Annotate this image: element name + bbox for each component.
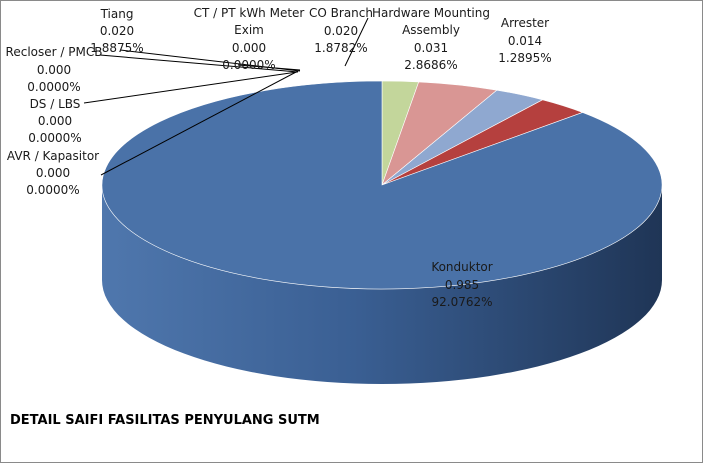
chart-title: DETAIL SAIFI FASILITAS PENYULANG SUTM	[10, 413, 320, 428]
data-label-ct-pt-kwh-meter-exim: CT / PT kWh Meter Exim 0.000 0.0000%	[194, 6, 305, 72]
data-label-recloser-pmcb: Recloser / PMCB 0.000 0.0000%	[6, 45, 103, 94]
label-value: 0.985	[445, 278, 479, 292]
data-label-arrester: Arrester 0.014 1.2895%	[498, 16, 551, 65]
data-label-avr-kapasitor: AVR / Kapasitor 0.000 0.0000%	[7, 149, 99, 197]
label-name: Arrester	[501, 16, 549, 30]
label-value: 0.020	[100, 24, 134, 38]
label-percent: 0.0000%	[26, 183, 79, 197]
label-name-line1: CT / PT kWh Meter	[194, 6, 305, 20]
data-label-ds-lbs: DS / LBS 0.000 0.0000%	[28, 97, 81, 145]
label-value: 0.000	[36, 166, 70, 180]
label-percent: 0.0000%	[27, 80, 80, 94]
pie-top	[101, 80, 663, 290]
label-name: AVR / Kapasitor	[7, 149, 99, 163]
label-name-line2: Assembly	[402, 23, 460, 37]
data-label-konduktor: Konduktor 0.985 92.0762%	[431, 260, 492, 309]
label-name-line2: Exim	[234, 23, 264, 37]
leader-line-recloser-pmcb	[99, 54, 299, 73]
label-value: 0.020	[324, 24, 358, 38]
pie-slice-konduktor	[101, 80, 663, 290]
data-label-co-branch: CO Branch 0.020 1.8782%	[309, 6, 373, 55]
label-value: 0.000	[38, 114, 72, 128]
label-name: Tiang	[100, 7, 134, 21]
label-percent: 1.8875%	[90, 41, 143, 55]
pie-side-band	[102, 185, 662, 384]
label-percent: 92.0762%	[431, 295, 492, 309]
label-value: 0.031	[414, 41, 448, 55]
data-label-hardware-mounting-assembly: Hardware Mounting Assembly 0.031 2.8686%	[372, 6, 490, 72]
label-value: 0.014	[508, 34, 542, 48]
label-name-line1: Hardware Mounting	[372, 6, 490, 20]
leader-line-ds-lbs	[83, 71, 298, 104]
label-percent: 1.8782%	[314, 41, 367, 55]
label-percent: 0.0000%	[28, 131, 81, 145]
label-name: Recloser / PMCB	[6, 45, 103, 59]
label-percent: 1.2895%	[498, 51, 551, 65]
data-label-tiang: Tiang 0.020 1.8875%	[90, 7, 143, 55]
label-percent: 0.0000%	[222, 58, 275, 72]
label-name: CO Branch	[309, 6, 373, 20]
label-name: DS / LBS	[30, 97, 81, 111]
leader-line-avr-kapasitor	[100, 70, 299, 176]
label-value: 0.000	[37, 63, 71, 77]
label-percent: 2.8686%	[404, 58, 457, 72]
label-name: Konduktor	[431, 260, 492, 274]
leader-line-ct-pt	[237, 64, 301, 71]
label-value: 0.000	[232, 41, 266, 55]
leader-line-co-branch	[344, 17, 369, 67]
